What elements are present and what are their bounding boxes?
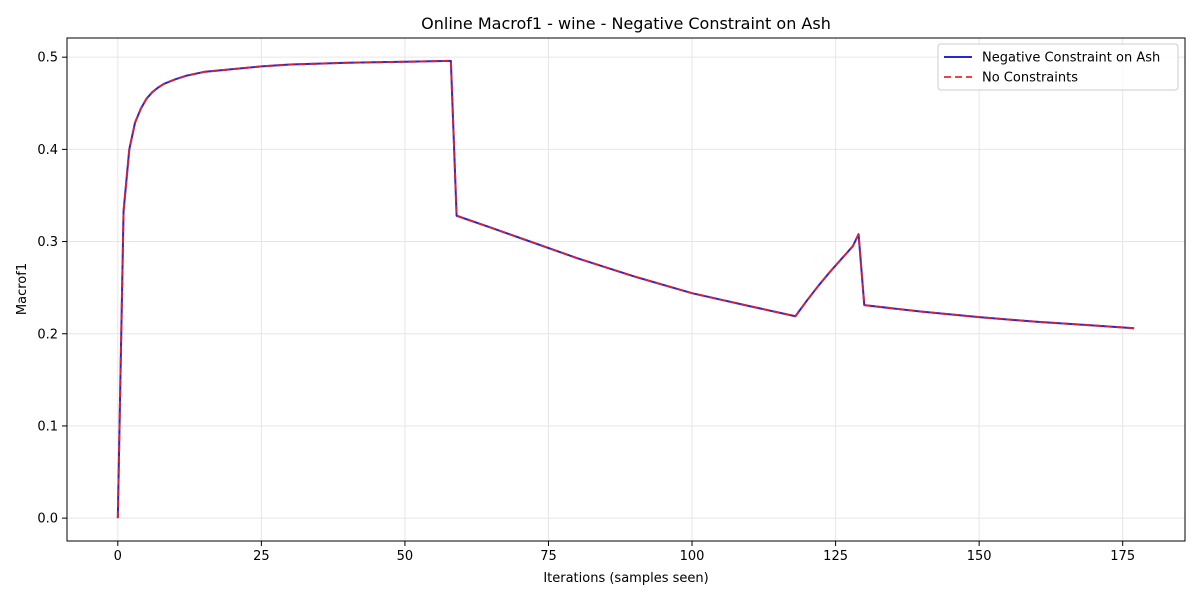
plot-frame bbox=[66, 37, 1186, 542]
legend-box bbox=[937, 43, 1179, 91]
y-axis-ticks: 0.0 0.1 0.2 0.3 0.4 0.5 bbox=[37, 51, 67, 527]
y-tick-label: 0.0 bbox=[37, 512, 58, 527]
legend-label-negative-constraint: Negative Constraint on Ash bbox=[982, 51, 1160, 66]
x-tick-label: 125 bbox=[823, 549, 848, 564]
x-tick-label: 150 bbox=[967, 549, 992, 564]
legend: Negative Constraint on Ash No Constraint… bbox=[937, 43, 1179, 91]
x-tick-label: 0 bbox=[114, 549, 122, 564]
y-tick-label: 0.1 bbox=[37, 419, 58, 434]
series-line-0 bbox=[116, 59, 1135, 519]
x-tick-label: 25 bbox=[253, 549, 270, 564]
y-tick-label: 0.3 bbox=[37, 235, 58, 250]
x-axis-label: Iterations (samples seen) bbox=[543, 571, 708, 586]
y-tick-label: 0.5 bbox=[37, 51, 58, 66]
series-line-1 bbox=[116, 59, 1135, 519]
y-tick-label: 0.4 bbox=[37, 143, 58, 158]
x-tick-label: 100 bbox=[680, 549, 705, 564]
x-tick-label: 75 bbox=[540, 549, 557, 564]
y-axis-label: Macrof1 bbox=[15, 263, 30, 315]
grid bbox=[67, 38, 1185, 541]
legend-label-no-constraints: No Constraints bbox=[982, 71, 1078, 86]
x-tick-label: 175 bbox=[1110, 549, 1135, 564]
y-tick-label: 0.2 bbox=[37, 327, 58, 342]
x-tick-label: 50 bbox=[397, 549, 414, 564]
x-axis-ticks: 0 25 50 75 100 125 150 175 bbox=[114, 541, 1135, 564]
series-layer bbox=[116, 59, 1135, 519]
chart-title: Online Macrof1 - wine - Negative Constra… bbox=[421, 14, 831, 33]
